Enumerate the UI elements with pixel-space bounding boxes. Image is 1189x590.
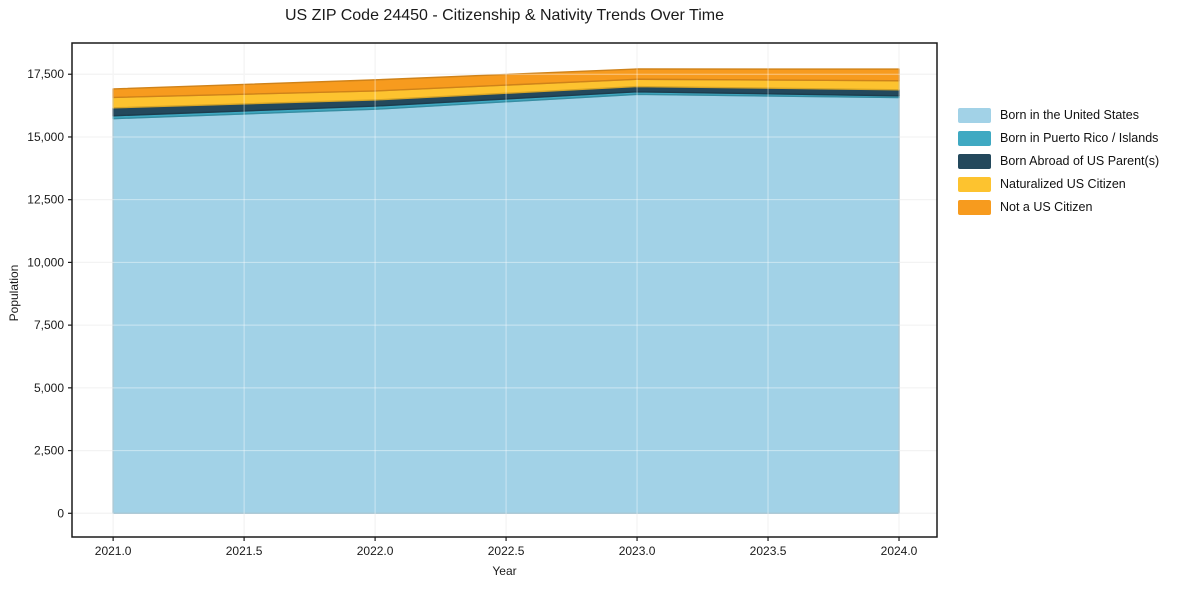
legend-item: Born in Puerto Rico / Islands <box>958 130 1159 146</box>
x-tick-label: 2023.5 <box>750 544 787 558</box>
y-tick-label: 0 <box>57 506 64 520</box>
y-tick-label: 10,000 <box>27 255 64 269</box>
legend-label: Born in the United States <box>1000 108 1139 122</box>
legend-item: Naturalized US Citizen <box>958 176 1159 192</box>
legend-label: Not a US Citizen <box>1000 200 1093 214</box>
y-tick-label: 12,500 <box>27 193 64 207</box>
y-tick-label: 2,500 <box>34 444 64 458</box>
y-tick-label: 5,000 <box>34 381 64 395</box>
x-tick-label: 2023.0 <box>619 544 656 558</box>
legend-swatch <box>958 153 991 169</box>
y-tick-label: 17,500 <box>27 67 64 81</box>
legend-swatch <box>958 176 991 192</box>
legend-label: Born Abroad of US Parent(s) <box>1000 154 1160 168</box>
legend-swatch <box>958 107 991 123</box>
x-tick-label: 2022.0 <box>357 544 394 558</box>
legend-item: Born in the United States <box>958 107 1159 123</box>
legend-label: Naturalized US Citizen <box>1000 177 1126 191</box>
x-tick-label: 2022.5 <box>488 544 525 558</box>
y-tick-label: 15,000 <box>27 130 64 144</box>
legend-item: Born Abroad of US Parent(s) <box>958 153 1159 169</box>
plot-border <box>71 42 938 538</box>
legend-item: Not a US Citizen <box>958 199 1159 215</box>
x-tick-label: 2021.0 <box>95 544 132 558</box>
legend: Born in the United States Born in Puerto … <box>958 107 1159 222</box>
legend-swatch <box>958 130 991 146</box>
x-tick-label: 2024.0 <box>881 544 918 558</box>
y-axis-label: Population <box>7 264 21 322</box>
x-tick-label: 2021.5 <box>226 544 263 558</box>
area-series-not-a-us-citizen <box>112 68 900 99</box>
y-tick-label: 7,500 <box>34 318 64 332</box>
x-axis-label: Year <box>492 564 517 578</box>
legend-label: Born in Puerto Rico / Islands <box>1000 131 1159 145</box>
legend-swatch <box>958 199 991 215</box>
chart-title: US ZIP Code 24450 - Citizenship & Nativi… <box>285 7 724 24</box>
